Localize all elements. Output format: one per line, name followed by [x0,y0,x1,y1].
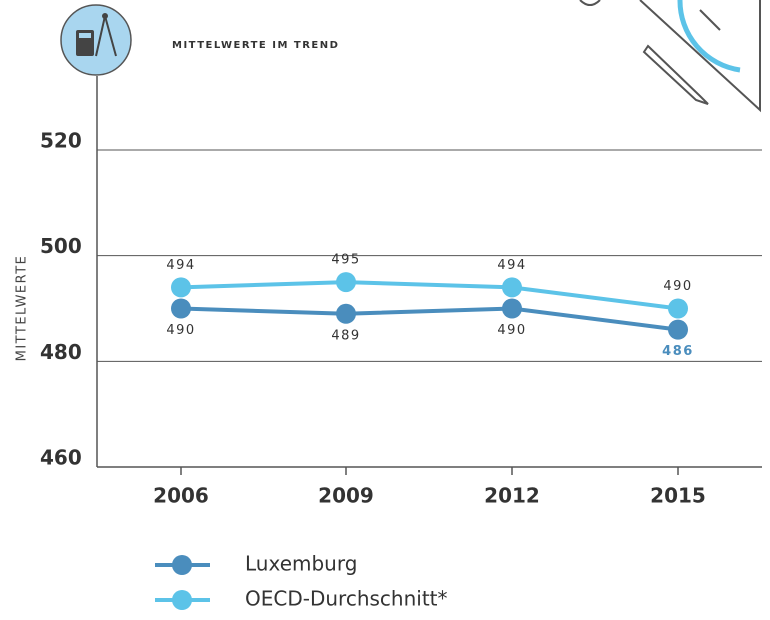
decoration [580,0,760,110]
x-tick-label: 2006 [153,484,209,508]
data-label: 495 [331,253,360,268]
series-line [181,309,678,330]
x-tick-label: 2009 [318,484,374,508]
data-point [502,277,522,297]
legend-label: OECD-Durchschnitt* [245,587,448,611]
data-point [668,320,688,340]
legend-label: Luxemburg [245,552,357,576]
legend-marker [172,590,192,610]
data-point [336,272,356,292]
data-point [668,299,688,319]
data-label: 490 [663,279,692,294]
data-point [171,299,191,319]
series-line [181,282,678,308]
legend-marker [172,555,192,575]
y-axis-label: MITTELWERTE [15,255,30,362]
y-tick-label: 520 [40,129,82,153]
data-point [502,299,522,319]
data-label: 490 [497,323,526,338]
data-label: 489 [331,328,360,343]
data-point [336,304,356,324]
y-tick-label: 480 [40,340,82,364]
data-point [171,277,191,297]
y-tick-label: 500 [40,234,82,258]
data-label: 494 [497,258,526,273]
x-tick-label: 2015 [650,484,706,508]
x-tick-label: 2012 [484,484,540,508]
data-label: 490 [166,323,195,338]
chart-title: MITTELWERTE IM TREND [172,40,339,51]
icon [61,5,131,75]
data-label: 486 [662,344,694,359]
chart: MITTELWERTE IM TREND MITTELWERTE 460 480 5… [0,0,770,616]
data-label: 494 [166,258,195,273]
y-tick-label: 460 [40,446,82,470]
